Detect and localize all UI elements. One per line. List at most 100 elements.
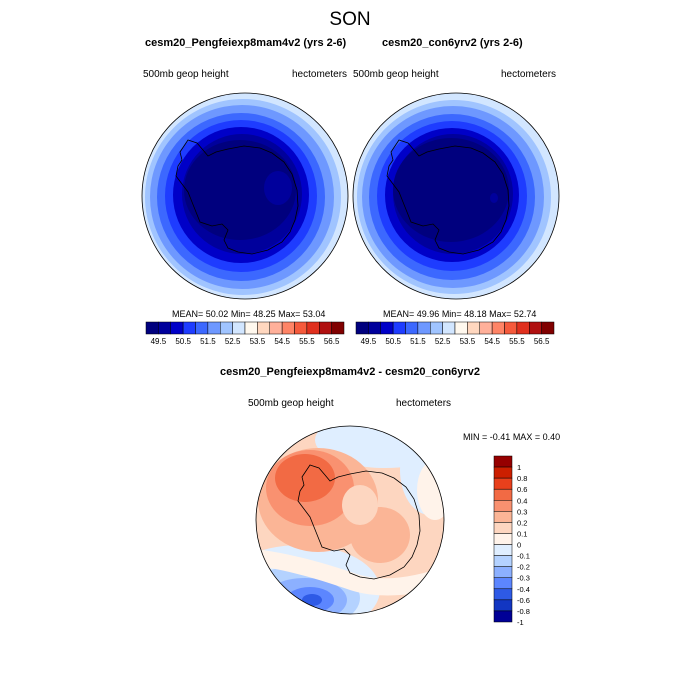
colorbar-left-swatch <box>244 321 258 335</box>
colorbar-difference-label: -0.6 <box>517 596 530 605</box>
colorbar-difference-label: 0.8 <box>517 474 527 483</box>
colorbar-left-swatch <box>331 321 345 335</box>
colorbar-difference-swatch <box>493 488 513 501</box>
colorbar-left-swatch <box>170 321 184 335</box>
colorbar-left-swatch <box>269 321 283 335</box>
colorbar-right-swatch <box>454 321 468 335</box>
colorbar-left-label: 56.5 <box>324 337 340 346</box>
colorbar-difference: 1 0.8 0.6 0.4 0.3 0.2 0.1 0 -0.1 -0.2 -0.3 -0.4 -0.6… <box>493 455 530 627</box>
colorbar-difference-label: 0.3 <box>517 507 527 516</box>
colorbar-difference-label: -0.1 <box>517 552 530 561</box>
panel-right-units: hectometers <box>501 69 557 80</box>
colorbar-right: 49.5 50.5 51.5 52.5 53.5 54.5 55.5 56.5 <box>355 321 555 346</box>
difference-units: hectometers <box>396 398 452 409</box>
colorbar-right-label: 53.5 <box>460 337 476 346</box>
right-polar-map <box>353 93 559 299</box>
colorbar-left-swatch <box>195 321 209 335</box>
difference-title: cesm20_Pengfeiexp8mam4v2 - cesm20_con6yr… <box>220 366 480 378</box>
colorbar-difference-label: 1 <box>517 463 521 472</box>
colorbar-difference-label: -1 <box>517 618 524 627</box>
colorbar-right-swatch <box>504 321 518 335</box>
panel-left-units: hectometers <box>292 69 348 80</box>
left-polar-map <box>142 93 348 299</box>
colorbar-difference-label: 0.1 <box>517 529 527 538</box>
colorbar-difference-label: -0.4 <box>517 585 530 594</box>
colorbar-left-swatch <box>182 321 196 335</box>
difference-max-label: MAX = <box>512 432 541 442</box>
colorbar-left-swatch <box>306 321 320 335</box>
colorbar-difference-label: 0.4 <box>517 496 527 505</box>
colorbar-right-swatch <box>417 321 431 335</box>
panel-left-variable: 500mb geop height <box>143 69 229 80</box>
colorbar-difference-swatch <box>493 511 513 523</box>
colorbar-difference-label: 0.6 <box>517 485 527 494</box>
colorbar-right-swatch <box>442 321 456 335</box>
colorbar-difference-swatch <box>493 555 513 567</box>
colorbar-left-label: 54.5 <box>274 337 290 346</box>
colorbar-left-swatch <box>257 321 270 335</box>
colorbar-left-swatch <box>145 321 159 335</box>
figure-title: SON <box>329 9 371 30</box>
left-mean: 50.02 <box>205 309 229 319</box>
left-min: 48.25 <box>253 309 276 319</box>
colorbar-left-swatch <box>294 321 308 335</box>
colorbar-right-swatch <box>368 321 381 335</box>
left-max: 53.04 <box>302 309 326 319</box>
colorbar-left-label: 49.5 <box>151 337 167 346</box>
panel-right-title: cesm20_con6yrv2 (yrs 2-6) <box>382 37 523 49</box>
colorbar-right-label: 55.5 <box>509 337 525 346</box>
colorbar-left-label: 51.5 <box>200 337 216 346</box>
colorbar-difference-swatch <box>493 455 513 468</box>
colorbar-difference-swatch <box>493 500 513 512</box>
colorbar-left-swatch <box>207 321 221 335</box>
colorbar-left-label: 55.5 <box>299 337 315 346</box>
colorbar-left-label: 53.5 <box>250 337 266 346</box>
colorbar-right-swatch <box>541 321 555 335</box>
colorbar-difference-swatch <box>493 599 513 612</box>
colorbar-right-swatch <box>529 321 542 335</box>
colorbar-right-swatch <box>479 321 493 335</box>
colorbar-right-swatch <box>380 321 394 335</box>
colorbar-right-label: 50.5 <box>385 337 401 346</box>
right-min: 48.18 <box>464 309 487 319</box>
colorbar-difference-label: -0.8 <box>517 607 530 616</box>
colorbar-right-label: 56.5 <box>534 337 550 346</box>
colorbar-right-label: 51.5 <box>410 337 426 346</box>
colorbar-left-label: 50.5 <box>175 337 191 346</box>
colorbar-left-swatch <box>281 321 295 335</box>
right-mean: 49.96 <box>416 309 440 319</box>
colorbar-right-swatch <box>430 321 443 335</box>
panel-right-variable: 500mb geop height <box>353 69 439 80</box>
colorbar-left-swatch <box>319 321 332 335</box>
difference-min-label: MIN = <box>463 432 488 442</box>
colorbar-right-label: 49.5 <box>361 337 377 346</box>
colorbar-left-swatch <box>220 321 233 335</box>
colorbar-difference-swatch <box>493 577 513 590</box>
colorbar-right-label: 54.5 <box>484 337 500 346</box>
colorbar-right-swatch <box>405 321 419 335</box>
left-stats: MEAN= 50.02 Min= 48.25 Max= 53.04 <box>172 309 326 319</box>
left-map-boundary <box>141 92 349 300</box>
colorbar-difference-swatch <box>493 466 513 479</box>
colorbar-difference-label: 0.2 <box>517 518 527 527</box>
colorbar-difference-swatch <box>493 610 513 623</box>
colorbar-right-swatch <box>392 321 406 335</box>
colorbar-difference-label: 0 <box>517 541 521 550</box>
colorbar-right-swatch <box>355 321 369 335</box>
colorbar-left-swatch <box>232 321 246 335</box>
difference-map-boundary <box>255 425 445 615</box>
difference-minmax: MIN = -0.41 MAX = 0.40 <box>463 432 560 442</box>
right-max: 52.74 <box>513 309 537 319</box>
colorbar-right-swatch <box>467 321 480 335</box>
panel-left-title: cesm20_Pengfeiexp8mam4v2 (yrs 2-6) <box>145 37 347 49</box>
difference-variable: 500mb geop height <box>248 398 334 409</box>
colorbar-difference-swatch <box>493 588 513 601</box>
colorbar-difference-label: -0.3 <box>517 574 530 583</box>
difference-min: -0.41 <box>489 432 511 442</box>
difference-max: 0.40 <box>542 432 561 442</box>
colorbar-left-label: 52.5 <box>225 337 241 346</box>
colorbar-difference-swatch <box>493 477 513 490</box>
colorbar-difference-swatch <box>493 522 513 534</box>
right-map-boundary <box>352 92 560 300</box>
